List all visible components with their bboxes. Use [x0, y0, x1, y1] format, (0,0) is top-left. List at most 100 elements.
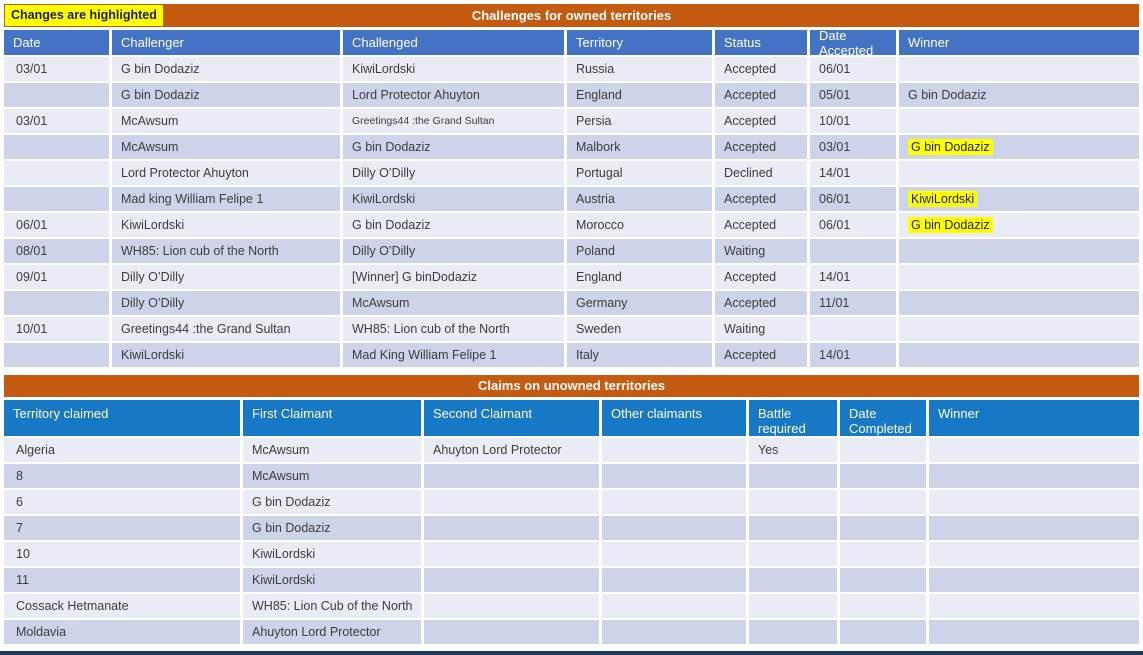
table-row: 08/01 WH85: Lion cub of the North Dilly O’…: [4, 239, 1139, 265]
table-cell: [4, 83, 112, 107]
cell-text: 03/01: [16, 62, 48, 76]
table-row: 06/01 KiwiLordski G bin Dodaziz Morocco Acce…: [4, 213, 1139, 239]
table-cell: KiwiLordski: [899, 187, 1139, 211]
table-row: 6 G bin Dodaziz: [4, 490, 1139, 516]
page-bottom-edge: [0, 651, 1143, 655]
table-cell: KiwiLordski: [112, 343, 343, 367]
cell-text: Dilly O’Dilly: [352, 166, 416, 180]
table-cell: [424, 594, 602, 618]
table-cell: KiwiLordski: [343, 57, 567, 81]
table-cell: Dilly O’Dilly: [343, 161, 567, 185]
cell-text: Greetings44 :the Grand Sultan: [121, 322, 291, 336]
table-cell: G bin Dodaziz: [343, 135, 567, 159]
cell-text: KiwiLordski: [121, 218, 185, 232]
cell-text: G bin Dodaziz: [121, 62, 200, 76]
table-cell: Ahuyton Lord Protector: [243, 620, 424, 644]
claims-header-row: Territory claimed First Claimant Second …: [4, 400, 1139, 438]
cell-text: 06/01: [819, 62, 851, 76]
table-cell: Russia: [567, 57, 715, 81]
table-cell: Accepted: [715, 109, 810, 133]
table-cell: [899, 239, 1139, 263]
cell-text: Ahuyton Lord Protector: [252, 625, 381, 639]
table-cell: McAwsum: [112, 135, 343, 159]
table-row: 09/01 Dilly O’Dilly [Winner] G binDodaziz E…: [4, 265, 1139, 291]
table-cell: [840, 542, 929, 566]
cell-text: 06/01: [16, 218, 48, 232]
table-cell: Italy: [567, 343, 715, 367]
table-cell: [424, 620, 602, 644]
table-cell: [929, 594, 1139, 618]
table-cell: [899, 343, 1139, 367]
cell-text: Italy: [576, 348, 599, 362]
table-cell: Accepted: [715, 265, 810, 289]
cell-text: 10/01: [16, 322, 48, 336]
table-cell: [602, 542, 749, 566]
cell-text: Accepted: [724, 270, 777, 284]
cell-text: Moldavia: [16, 625, 67, 639]
table-cell: Lord Protector Ahuyton: [112, 161, 343, 185]
table-cell: G bin Dodaziz: [899, 83, 1139, 107]
table-cell: [929, 464, 1139, 488]
claims-table-body: Algeria McAwsum Ahuyton Lord Protector Yes 8…: [4, 438, 1139, 646]
highlighted-cell-text: G bin Dodaziz: [908, 217, 993, 233]
cell-text: KiwiLordski: [121, 348, 185, 362]
table-cell: [4, 187, 112, 211]
table-cell: Greetings44 :the Grand Sultan: [112, 317, 343, 341]
table-cell: 14/01: [810, 161, 899, 185]
table-cell: WH85: Lion Cub of the North: [243, 594, 424, 618]
table-cell: 06/01: [4, 213, 112, 237]
cell-text: McAwsum: [252, 443, 310, 457]
table-row: KiwiLordski Mad King William Felipe 1 Ital…: [4, 343, 1139, 369]
table-cell: Yes: [749, 438, 840, 462]
table-cell: [424, 464, 602, 488]
cell-text: Sweden: [576, 322, 622, 336]
table-cell: [899, 291, 1139, 315]
cell-text: 05/01: [819, 88, 851, 102]
table-cell: [602, 464, 749, 488]
cell-text: Accepted: [724, 192, 777, 206]
cell-text: Ahuyton Lord Protector: [433, 443, 562, 457]
challenges-header-winner: Winner: [899, 30, 1139, 55]
table-cell: Dilly O’Dilly: [112, 265, 343, 289]
cell-text: England: [576, 88, 622, 102]
cell-text: McAwsum: [352, 296, 410, 310]
cell-text: Mad king William Felipe 1: [121, 192, 264, 206]
challenges-title: Challenges for owned territories: [471, 8, 672, 23]
challenges-header-date-accepted: Date Accepted: [810, 30, 899, 55]
claims-header-battle-required: Battle required: [749, 400, 840, 436]
cell-text: KiwiLordski: [252, 573, 316, 587]
table-row: Cossack Hetmanate WH85: Lion Cub of the N…: [4, 594, 1139, 620]
table-cell: 09/01: [4, 265, 112, 289]
challenges-header-challenger: Challenger: [112, 30, 343, 55]
cell-text: 6: [16, 495, 23, 509]
cell-text: Waiting: [724, 322, 766, 336]
cell-text: McAwsum: [121, 140, 179, 154]
table-cell: [899, 161, 1139, 185]
table-cell: 14/01: [810, 265, 899, 289]
cell-text: McAwsum: [252, 469, 310, 483]
table-cell: Accepted: [715, 83, 810, 107]
cell-text: Accepted: [724, 296, 777, 310]
claims-header-territory-claimed: Territory claimed: [4, 400, 243, 436]
table-cell: Austria: [567, 187, 715, 211]
table-cell: KiwiLordski: [243, 542, 424, 566]
cell-text: Lord Protector Ahuyton: [121, 166, 249, 180]
table-cell: Accepted: [715, 57, 810, 81]
table-row: 03/01 McAwsum Greetings44 :the Grand Sulta…: [4, 109, 1139, 135]
table-cell: Dilly O’Dilly: [343, 239, 567, 263]
table-cell: 11/01: [810, 291, 899, 315]
challenges-table-body: 03/01 G bin Dodaziz KiwiLordski Russia Accep…: [4, 57, 1139, 369]
table-row: 7 G bin Dodaziz: [4, 516, 1139, 542]
cell-text: Dilly O’Dilly: [352, 244, 416, 258]
cell-text: Dilly O’Dilly: [121, 296, 185, 310]
cell-text: 11: [16, 573, 29, 587]
table-cell: Algeria: [4, 438, 243, 462]
table-cell: WH85: Lion cub of the North: [343, 317, 567, 341]
table-cell: 03/01: [810, 135, 899, 159]
cell-text: KiwiLordski: [352, 62, 416, 76]
table-cell: Greetings44 :the Grand Sultan: [343, 109, 567, 133]
table-cell: [Winner] G binDodaziz: [343, 265, 567, 289]
cell-text: Algeria: [16, 443, 55, 457]
cell-text: KiwiLordski: [352, 192, 416, 206]
table-cell: Malbork: [567, 135, 715, 159]
